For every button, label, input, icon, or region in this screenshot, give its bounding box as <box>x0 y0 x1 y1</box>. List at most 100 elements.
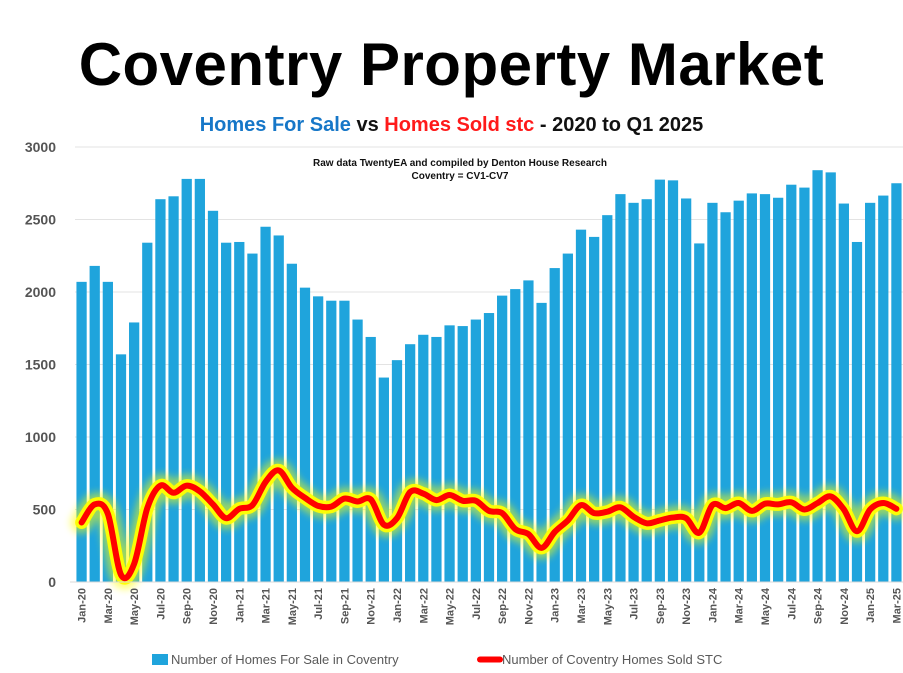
bar-homes-for-sale <box>115 354 127 582</box>
line-point <box>830 495 832 497</box>
x-tick-label: Mar-23 <box>576 588 588 623</box>
bar-homes-for-sale <box>483 313 495 582</box>
line-point <box>738 502 740 504</box>
bar-homes-for-sale <box>865 202 876 582</box>
bar-homes-for-sale <box>549 268 560 582</box>
line-point <box>514 528 516 530</box>
x-tick-label: Jan-24 <box>707 587 719 623</box>
bar-homes-for-sale <box>615 194 626 582</box>
line-point <box>869 508 871 511</box>
legend: Number of Homes For Sale in Coventry Num… <box>152 652 722 667</box>
line-homes-sold-stc <box>70 459 903 590</box>
line-point <box>422 493 424 495</box>
line-point <box>725 507 727 509</box>
x-tick-label: Nov-21 <box>366 588 378 625</box>
line-point <box>265 481 267 483</box>
bars-homes-for-sale <box>76 170 902 583</box>
x-tick-label: Jan-23 <box>550 588 562 623</box>
line-point <box>633 516 635 518</box>
bar-homes-for-sale <box>102 281 113 582</box>
line-point <box>251 504 253 506</box>
line-point <box>554 531 556 533</box>
bar-homes-for-sale <box>681 198 692 582</box>
bar-homes-for-sale <box>444 325 455 582</box>
line-point <box>186 485 188 487</box>
line-point <box>685 517 687 519</box>
line-point <box>304 497 306 499</box>
bar-homes-for-sale <box>746 193 757 582</box>
line-point <box>488 510 490 512</box>
bar-homes-for-sale <box>194 178 205 582</box>
bar-homes-for-sale <box>234 241 245 582</box>
bar-homes-for-sale <box>129 322 140 582</box>
line-point <box>449 494 451 496</box>
x-tick-label: Jul-21 <box>313 588 325 620</box>
x-tick-label: Sep-20 <box>182 588 194 624</box>
x-tick-label: Jan-22 <box>392 588 404 623</box>
x-tick-label: Mar-25 <box>891 588 903 623</box>
x-tick-label: Sep-24 <box>813 587 825 624</box>
line-point <box>383 524 385 526</box>
line-point <box>317 505 319 507</box>
bar-homes-for-sale <box>457 326 468 582</box>
bar-homes-for-sale <box>391 360 403 582</box>
y-tick-label: 2500 <box>25 212 56 228</box>
bar-homes-for-sale <box>365 336 376 582</box>
bar-homes-for-sale <box>89 265 100 582</box>
bar-homes-for-sale <box>878 195 889 582</box>
x-tick-label: Sep-23 <box>655 588 667 624</box>
bar-homes-for-sale <box>247 253 258 582</box>
bar-homes-for-sale <box>299 287 311 582</box>
x-tick-label: May-22 <box>445 588 457 625</box>
bar-homes-for-sale <box>181 178 192 582</box>
line-point <box>173 492 175 494</box>
bar-homes-for-sale <box>641 199 652 582</box>
bar-homes-for-sale <box>470 319 481 582</box>
x-tick-label: May-24 <box>760 587 772 625</box>
line-point <box>606 511 608 513</box>
bar-homes-for-sale <box>378 377 389 582</box>
bar-homes-for-sale <box>523 280 534 582</box>
bar-homes-for-sale <box>812 170 823 582</box>
bar-homes-for-sale <box>667 180 679 582</box>
bar-homes-for-sale <box>431 336 442 582</box>
bar-homes-for-sale <box>536 302 547 582</box>
annotation: Raw data TwentyEA and compiled by Denton… <box>313 158 607 182</box>
x-tick-label: Jul-23 <box>629 588 641 620</box>
bar-homes-for-sale <box>405 344 416 582</box>
bar-homes-for-sale <box>707 202 718 582</box>
bar-homes-for-sale <box>339 300 350 582</box>
x-tick-label: Mar-24 <box>734 587 746 623</box>
bar-homes-for-sale <box>773 197 784 582</box>
line-point <box>882 502 884 504</box>
bar-homes-for-sale <box>720 212 731 582</box>
bar-homes-for-sale <box>273 235 284 582</box>
bar-homes-for-sale <box>851 241 863 582</box>
x-tick-label: Jul-20 <box>155 588 167 620</box>
line-point <box>212 503 214 505</box>
bar-homes-for-sale <box>155 199 166 582</box>
x-tick-label: Jan-20 <box>77 588 89 623</box>
line-point <box>895 508 898 510</box>
line-point <box>646 522 648 524</box>
bar-homes-for-sale <box>286 263 297 582</box>
line-point <box>107 513 109 515</box>
line-point <box>81 521 83 524</box>
bar-homes-for-sale <box>510 289 521 582</box>
bar-homes-for-sale <box>733 200 744 582</box>
subtitle-period: - 2020 to Q1 2025 <box>534 114 704 136</box>
line-point <box>159 485 161 487</box>
legend-swatch-for-sale <box>152 654 168 665</box>
line-point <box>475 500 477 502</box>
x-tick-label: Nov-22 <box>523 588 535 625</box>
line-point <box>238 508 240 510</box>
annotation-line-2: Coventry = CV1-CV7 <box>412 171 509 182</box>
y-tick-label: 1500 <box>25 357 56 373</box>
line-point <box>120 574 122 576</box>
x-tick-label: Jul-24 <box>786 587 798 620</box>
line-point <box>357 500 359 503</box>
subtitle-vs: vs <box>350 114 385 136</box>
x-tick-label: Jan-21 <box>234 588 246 623</box>
y-tick-label: 3000 <box>25 139 56 155</box>
